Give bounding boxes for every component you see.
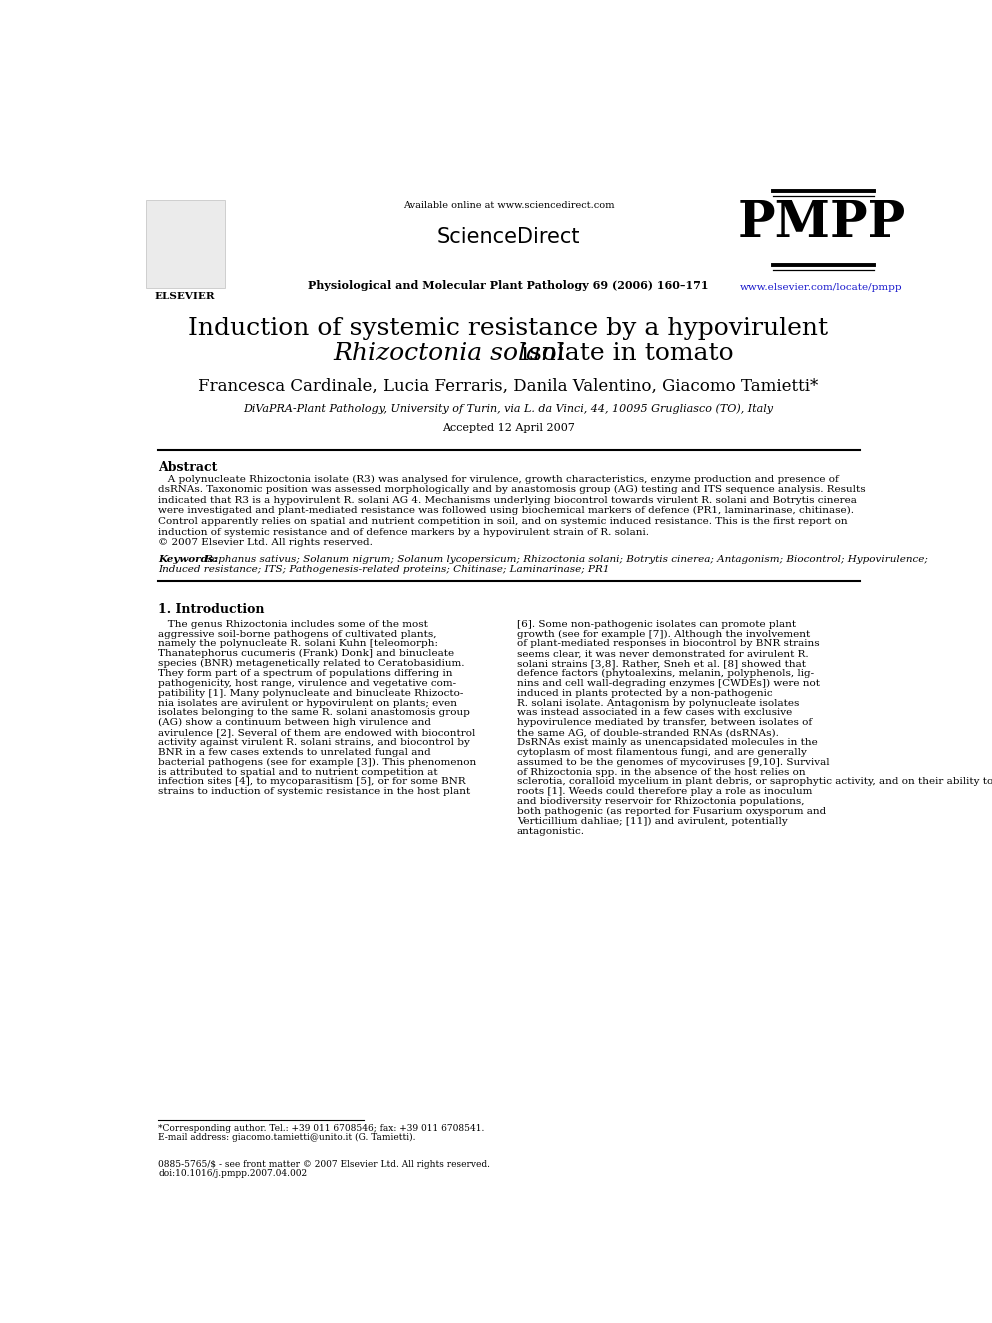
Text: Control apparently relies on spatial and nutrient competition in soil, and on sy: Control apparently relies on spatial and… — [158, 517, 848, 527]
Text: BNR in a few cases extends to unrelated fungal and: BNR in a few cases extends to unrelated … — [158, 747, 431, 757]
Text: of Rhizoctonia spp. in the absence of the host relies on: of Rhizoctonia spp. in the absence of th… — [517, 767, 806, 777]
Text: DiVaPRA-Plant Pathology, University of Turin, via L. da Vinci, 44, 10095 Gruglia: DiVaPRA-Plant Pathology, University of T… — [243, 404, 774, 414]
Text: of plant-mediated responses in biocontrol by BNR strains: of plant-mediated responses in biocontro… — [517, 639, 819, 648]
Text: doi:10.1016/j.pmpp.2007.04.002: doi:10.1016/j.pmpp.2007.04.002 — [158, 1170, 308, 1177]
Text: ELSEVIER: ELSEVIER — [155, 292, 215, 300]
Text: 1. Introduction: 1. Introduction — [158, 603, 265, 615]
Text: pathogenicity, host range, virulence and vegetative com-: pathogenicity, host range, virulence and… — [158, 679, 456, 688]
Text: hypovirulence mediated by transfer, between isolates of: hypovirulence mediated by transfer, betw… — [517, 718, 812, 728]
FancyBboxPatch shape — [146, 200, 225, 288]
Text: avirulence [2]. Several of them are endowed with biocontrol: avirulence [2]. Several of them are endo… — [158, 728, 475, 737]
Text: Francesca Cardinale, Lucia Ferraris, Danila Valentino, Giacomo Tamietti*: Francesca Cardinale, Lucia Ferraris, Dan… — [198, 378, 818, 396]
Text: the same AG, of double-stranded RNAs (dsRNAs).: the same AG, of double-stranded RNAs (ds… — [517, 728, 779, 737]
Text: induced in plants protected by a non-pathogenic: induced in plants protected by a non-pat… — [517, 689, 773, 697]
Text: Abstract: Abstract — [158, 462, 217, 475]
Text: Induced resistance; ITS; Pathogenesis-related proteins; Chitinase; Laminarinase;: Induced resistance; ITS; Pathogenesis-re… — [158, 565, 610, 574]
Text: both pathogenic (as reported for Fusarium oxysporum and: both pathogenic (as reported for Fusariu… — [517, 807, 826, 816]
Text: They form part of a spectrum of populations differing in: They form part of a spectrum of populati… — [158, 669, 452, 677]
Text: were investigated and plant-mediated resistance was followed using biochemical m: were investigated and plant-mediated res… — [158, 507, 854, 516]
Text: nia isolates are avirulent or hypovirulent on plants; even: nia isolates are avirulent or hypovirule… — [158, 699, 457, 708]
Text: nins and cell wall-degrading enzymes [CWDEs]) were not: nins and cell wall-degrading enzymes [CW… — [517, 679, 820, 688]
Text: species (BNR) metagenetically related to Ceratobasidium.: species (BNR) metagenetically related to… — [158, 659, 464, 668]
Text: Verticillium dahliae; [11]) and avirulent, potentially: Verticillium dahliae; [11]) and avirulen… — [517, 816, 788, 826]
Text: Physiological and Molecular Plant Pathology 69 (2006) 160–171: Physiological and Molecular Plant Pathol… — [309, 280, 708, 291]
Text: www.elsevier.com/locate/pmpp: www.elsevier.com/locate/pmpp — [740, 283, 903, 292]
Text: growth (see for example [7]). Although the involvement: growth (see for example [7]). Although t… — [517, 630, 810, 639]
Text: isolate in tomato: isolate in tomato — [513, 343, 733, 365]
Text: R. solani isolate. Antagonism by polynucleate isolates: R. solani isolate. Antagonism by polynuc… — [517, 699, 800, 708]
Text: aggressive soil-borne pathogens of cultivated plants,: aggressive soil-borne pathogens of culti… — [158, 630, 436, 639]
Text: Rhizoctonia solani: Rhizoctonia solani — [333, 343, 565, 365]
Text: seems clear, it was never demonstrated for avirulent R.: seems clear, it was never demonstrated f… — [517, 650, 808, 659]
Text: The genus Rhizoctonia includes some of the most: The genus Rhizoctonia includes some of t… — [158, 619, 428, 628]
Text: Available online at www.sciencedirect.com: Available online at www.sciencedirect.co… — [403, 201, 614, 210]
Text: defence factors (phytoalexins, melanin, polyphenols, lig-: defence factors (phytoalexins, melanin, … — [517, 669, 814, 679]
Text: Raphanus sativus; Solanum nigrum; Solanum lycopersicum; Rhizoctonia solani; Botr: Raphanus sativus; Solanum nigrum; Solanu… — [203, 556, 928, 564]
Text: is attributed to spatial and to nutrient competition at: is attributed to spatial and to nutrient… — [158, 767, 437, 777]
Text: and biodiversity reservoir for Rhizoctonia populations,: and biodiversity reservoir for Rhizocton… — [517, 796, 805, 806]
Text: was instead associated in a few cases with exclusive: was instead associated in a few cases wi… — [517, 708, 793, 717]
Text: A polynucleate Rhizoctonia isolate (R3) was analysed for virulence, growth chara: A polynucleate Rhizoctonia isolate (R3) … — [158, 475, 839, 484]
Text: bacterial pathogens (see for example [3]). This phenomenon: bacterial pathogens (see for example [3]… — [158, 758, 476, 767]
Text: activity against virulent R. solani strains, and biocontrol by: activity against virulent R. solani stra… — [158, 738, 470, 747]
Text: namely the polynucleate R. solani Kuhn [teleomorph:: namely the polynucleate R. solani Kuhn [… — [158, 639, 438, 648]
Text: dsRNAs. Taxonomic position was assessed morphologically and by anastomosis group: dsRNAs. Taxonomic position was assessed … — [158, 486, 866, 495]
Text: [6]. Some non-pathogenic isolates can promote plant: [6]. Some non-pathogenic isolates can pr… — [517, 619, 796, 628]
Text: sclerotia, coralloid mycelium in plant debris, or saprophytic activity, and on t: sclerotia, coralloid mycelium in plant d… — [517, 778, 992, 786]
Text: Accepted 12 April 2007: Accepted 12 April 2007 — [442, 423, 574, 433]
Text: 0885-5765/$ - see front matter © 2007 Elsevier Ltd. All rights reserved.: 0885-5765/$ - see front matter © 2007 El… — [158, 1160, 490, 1168]
Text: strains to induction of systemic resistance in the host plant: strains to induction of systemic resista… — [158, 787, 470, 796]
Text: antagonistic.: antagonistic. — [517, 827, 585, 836]
Text: roots [1]. Weeds could therefore play a role as inoculum: roots [1]. Weeds could therefore play a … — [517, 787, 812, 796]
Text: isolates belonging to the same R. solani anastomosis group: isolates belonging to the same R. solani… — [158, 708, 470, 717]
Text: *Corresponding author. Tel.: +39 011 6708546; fax: +39 011 6708541.: *Corresponding author. Tel.: +39 011 670… — [158, 1123, 484, 1132]
Text: assumed to be the genomes of mycoviruses [9,10]. Survival: assumed to be the genomes of mycoviruses… — [517, 758, 829, 766]
Text: ScienceDirect: ScienceDirect — [436, 226, 580, 246]
Text: E-mail address: giacomo.tamietti@unito.it (G. Tamietti).: E-mail address: giacomo.tamietti@unito.i… — [158, 1132, 416, 1142]
Text: Thanatephorus cucumeris (Frank) Donk] and binucleate: Thanatephorus cucumeris (Frank) Donk] an… — [158, 650, 454, 659]
Text: indicated that R3 is a hypovirulent R. solani AG 4. Mechanisms underlying biocon: indicated that R3 is a hypovirulent R. s… — [158, 496, 857, 504]
Text: infection sites [4], to mycoparasitism [5], or for some BNR: infection sites [4], to mycoparasitism [… — [158, 778, 465, 786]
Text: © 2007 Elsevier Ltd. All rights reserved.: © 2007 Elsevier Ltd. All rights reserved… — [158, 538, 373, 548]
Text: solani strains [3,8]. Rather, Sneh et al. [8] showed that: solani strains [3,8]. Rather, Sneh et al… — [517, 659, 806, 668]
Text: cytoplasm of most filamentous fungi, and are generally: cytoplasm of most filamentous fungi, and… — [517, 747, 806, 757]
Text: DsRNAs exist mainly as unencapsidated molecules in the: DsRNAs exist mainly as unencapsidated mo… — [517, 738, 817, 747]
Text: PMPP: PMPP — [737, 198, 906, 247]
Text: Induction of systemic resistance by a hypovirulent: Induction of systemic resistance by a hy… — [188, 316, 828, 340]
Text: patibility [1]. Many polynucleate and binucleate Rhizocto-: patibility [1]. Many polynucleate and bi… — [158, 689, 463, 697]
Text: (AG) show a continuum between high virulence and: (AG) show a continuum between high virul… — [158, 718, 432, 728]
Text: Keywords:: Keywords: — [158, 556, 217, 564]
Text: induction of systemic resistance and of defence markers by a hypovirulent strain: induction of systemic resistance and of … — [158, 528, 649, 537]
